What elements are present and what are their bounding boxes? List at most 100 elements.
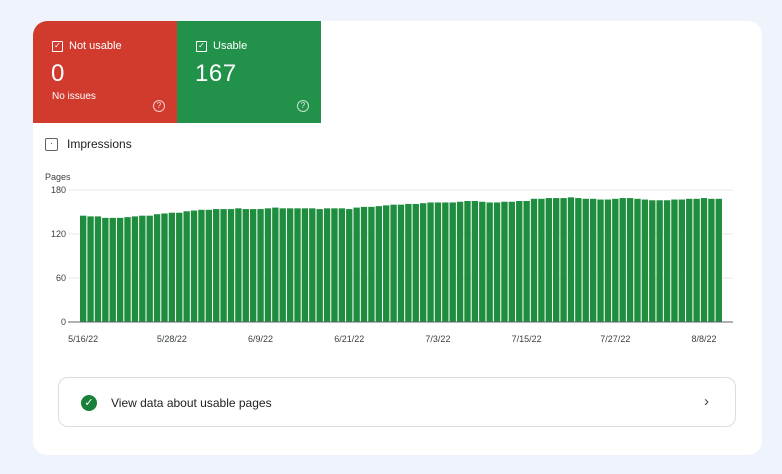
chart-bar[interactable] [131,216,139,322]
chart-bar[interactable] [604,199,612,322]
chart-bar[interactable] [390,204,397,322]
impressions-toggle[interactable]: Impressions [45,137,132,151]
chart-bar[interactable] [434,202,442,322]
chart-bar[interactable] [183,211,190,322]
chart-bar[interactable] [589,198,597,322]
chart-bar[interactable] [279,208,286,322]
chart-bar[interactable] [190,210,198,322]
chart-bar[interactable] [168,212,176,322]
chart-bar[interactable] [220,209,227,322]
chart-bar[interactable] [272,207,279,322]
chart-bar[interactable] [493,202,501,322]
chart-bar[interactable] [294,208,301,322]
help-icon[interactable]: ? [297,100,309,112]
view-usable-pages-button[interactable]: ✓ View data about usable pages › [58,377,736,427]
y-tick-label: 120 [51,229,66,239]
chart-bar[interactable] [523,201,530,322]
chart-bar[interactable] [249,209,257,322]
chart-bar[interactable] [286,208,294,322]
chart-bar[interactable] [205,209,212,322]
chart-bar[interactable] [405,203,412,322]
chart-bar[interactable] [626,198,634,322]
chart-bar[interactable] [612,198,619,322]
chart-bar[interactable] [383,205,390,322]
chart-bar[interactable] [301,208,309,322]
chart-bar[interactable] [464,201,471,322]
chart-bar[interactable] [582,198,589,322]
chart-bar[interactable] [257,209,264,322]
chart-bar[interactable] [227,209,235,322]
chart-bar[interactable] [649,200,656,322]
chart-bar[interactable] [235,208,242,322]
y-tick-label: 60 [56,273,66,283]
chart-bar[interactable] [323,208,331,322]
chart-bar[interactable] [80,215,87,322]
chart-bar[interactable] [442,202,449,322]
chart-bar[interactable] [634,198,641,322]
chart-bar[interactable] [449,202,456,322]
chart-bar[interactable] [139,215,146,322]
chart-bar[interactable] [412,203,419,322]
not-usable-count: 0 [51,60,65,87]
chart-bar[interactable] [538,198,545,322]
chart-bar[interactable] [508,201,516,322]
chart-bar[interactable] [678,199,686,322]
chart-bar[interactable] [102,217,109,322]
chart-bar[interactable] [693,198,700,322]
chart-bar[interactable] [242,209,249,322]
chart-bar[interactable] [560,198,567,322]
chart-bar[interactable] [331,208,338,322]
usable-tile[interactable]: ✓ Usable 167 ? [177,21,321,123]
chart-bar[interactable] [153,214,161,322]
chart-bar[interactable] [553,198,560,322]
chart-bar[interactable] [700,198,708,322]
chart-bar[interactable] [516,201,523,322]
not-usable-tile[interactable]: ✓ Not usable 0 No issues ? [33,21,177,123]
chart-bar[interactable] [116,217,124,322]
chart-bar[interactable] [375,206,382,322]
chart-bar[interactable] [397,204,405,322]
chart-bar[interactable] [94,216,102,322]
chart-bar[interactable] [427,202,434,322]
chart-bar[interactable] [353,207,360,322]
chart-bar[interactable] [264,208,272,322]
help-icon[interactable]: ? [153,100,165,112]
chart-bar[interactable] [641,199,649,322]
chart-bar[interactable] [597,199,604,322]
checkbox-checked-icon[interactable]: ✓ [196,40,207,52]
chart-bar[interactable] [530,198,538,322]
chart-bar[interactable] [161,213,168,322]
chart-bar[interactable] [368,206,375,322]
checkbox-checked-icon[interactable]: ✓ [52,40,63,52]
chart-bar[interactable] [663,200,671,322]
chart-bar[interactable] [671,199,678,322]
chart-bar[interactable] [619,198,626,322]
chart-bar[interactable] [501,201,508,322]
chart-bar[interactable] [213,209,220,322]
chart-bar[interactable] [545,198,552,322]
chart-bar[interactable] [87,216,94,322]
chart-bar[interactable] [109,217,116,322]
chart-bar[interactable] [456,201,464,322]
chart-bar[interactable] [198,209,205,322]
chart-bar[interactable] [471,201,479,322]
chart-bar[interactable] [309,208,316,322]
chart-bar[interactable] [575,198,582,322]
chart-bar[interactable] [715,198,722,322]
chart-bar[interactable] [176,212,183,322]
chart-bar[interactable] [686,198,693,322]
x-tick-label: 5/16/22 [68,334,98,344]
checkbox-unchecked-icon[interactable] [45,137,58,151]
chart-bar[interactable] [360,206,368,322]
chart-bar[interactable] [656,200,663,322]
chart-bar[interactable] [146,215,153,322]
chart-bar[interactable] [124,217,131,322]
chart-bar[interactable] [338,208,346,322]
chart-bar[interactable] [419,203,427,322]
chart-bar[interactable] [479,201,486,322]
chart-bar[interactable] [567,197,575,322]
chart-bar[interactable] [316,209,323,322]
chart-bar[interactable] [708,198,715,322]
chart-bar[interactable] [486,202,493,322]
chart-bar[interactable] [346,209,353,322]
